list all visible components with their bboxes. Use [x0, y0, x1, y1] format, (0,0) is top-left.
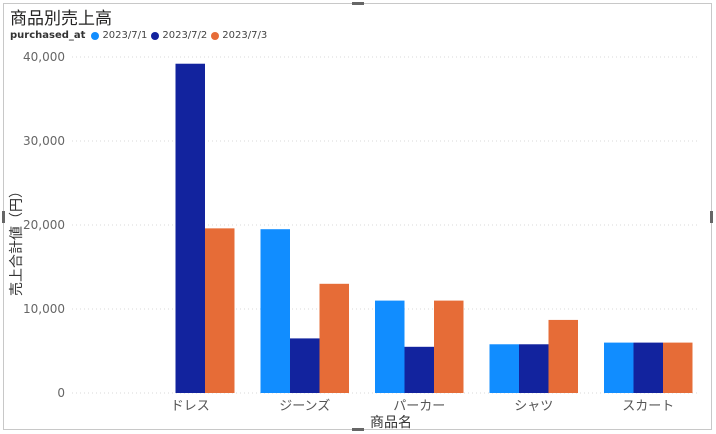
- bottom-resize-handle[interactable]: [352, 428, 364, 431]
- y-tick-label: 40,000: [23, 50, 65, 64]
- legend-item-series-3[interactable]: 2023/7/3: [211, 30, 267, 41]
- x-tick-label: ドレス: [171, 399, 210, 414]
- legend-label-series-1: 2023/7/1: [102, 30, 148, 41]
- bar-1-5[interactable]: [604, 342, 634, 393]
- legend-marker-series-3: [211, 31, 220, 40]
- bar-2-5[interactable]: [633, 342, 664, 393]
- y-tick-label: 0: [57, 386, 65, 400]
- bar-3-2[interactable]: [319, 283, 350, 393]
- x-tick-label: シャツ: [514, 399, 553, 414]
- bar-3-3[interactable]: [434, 300, 464, 393]
- bar-1-3[interactable]: [375, 300, 405, 393]
- bar-2-4[interactable]: [519, 344, 549, 393]
- bar-1-2[interactable]: [260, 229, 291, 393]
- y-tick-label: 30,000: [23, 134, 65, 148]
- bar-3-1[interactable]: [205, 228, 235, 393]
- legend-item-series-1[interactable]: 2023/7/1: [91, 30, 147, 41]
- bar-2-3[interactable]: [404, 346, 435, 393]
- bar-1-4[interactable]: [489, 344, 520, 393]
- legend-marker-series-2: [151, 31, 160, 40]
- legend-item-series-2[interactable]: 2023/7/2: [151, 30, 207, 41]
- y-axis-title: 売上合計値（円）: [9, 184, 25, 296]
- legend-label-series-3: 2023/7/3: [222, 30, 268, 41]
- chart-title: 商品別売上高: [10, 9, 112, 29]
- x-axis-title: 商品名: [370, 415, 412, 431]
- legend-marker-series-1: [91, 31, 100, 40]
- x-axis-ticks: ドレス ジーンズ パーカー シャツ スカート: [171, 398, 675, 414]
- bars: [175, 63, 693, 393]
- right-resize-handle[interactable]: [710, 211, 713, 223]
- bar-3-5[interactable]: [663, 342, 693, 393]
- x-tick-label: ジーンズ: [279, 398, 330, 414]
- x-tick-label: スカート: [622, 399, 674, 414]
- legend-label-series-2: 2023/7/2: [162, 30, 208, 41]
- legend: purchased_at 2023/7/1 2023/7/2 2023/7/3: [10, 30, 271, 41]
- top-resize-handle[interactable]: [352, 2, 364, 5]
- y-tick-label: 20,000: [23, 218, 65, 232]
- x-tick-label: パーカー: [393, 399, 445, 414]
- bar-2-2[interactable]: [290, 338, 320, 393]
- legend-title: purchased_at: [10, 30, 86, 41]
- left-resize-handle[interactable]: [2, 211, 5, 223]
- y-axis-ticks: 0 10,000 20,000 30,000 40,000: [23, 50, 65, 400]
- y-tick-label: 10,000: [23, 302, 65, 316]
- bar-3-4[interactable]: [548, 319, 579, 393]
- bar-2-1[interactable]: [175, 63, 206, 393]
